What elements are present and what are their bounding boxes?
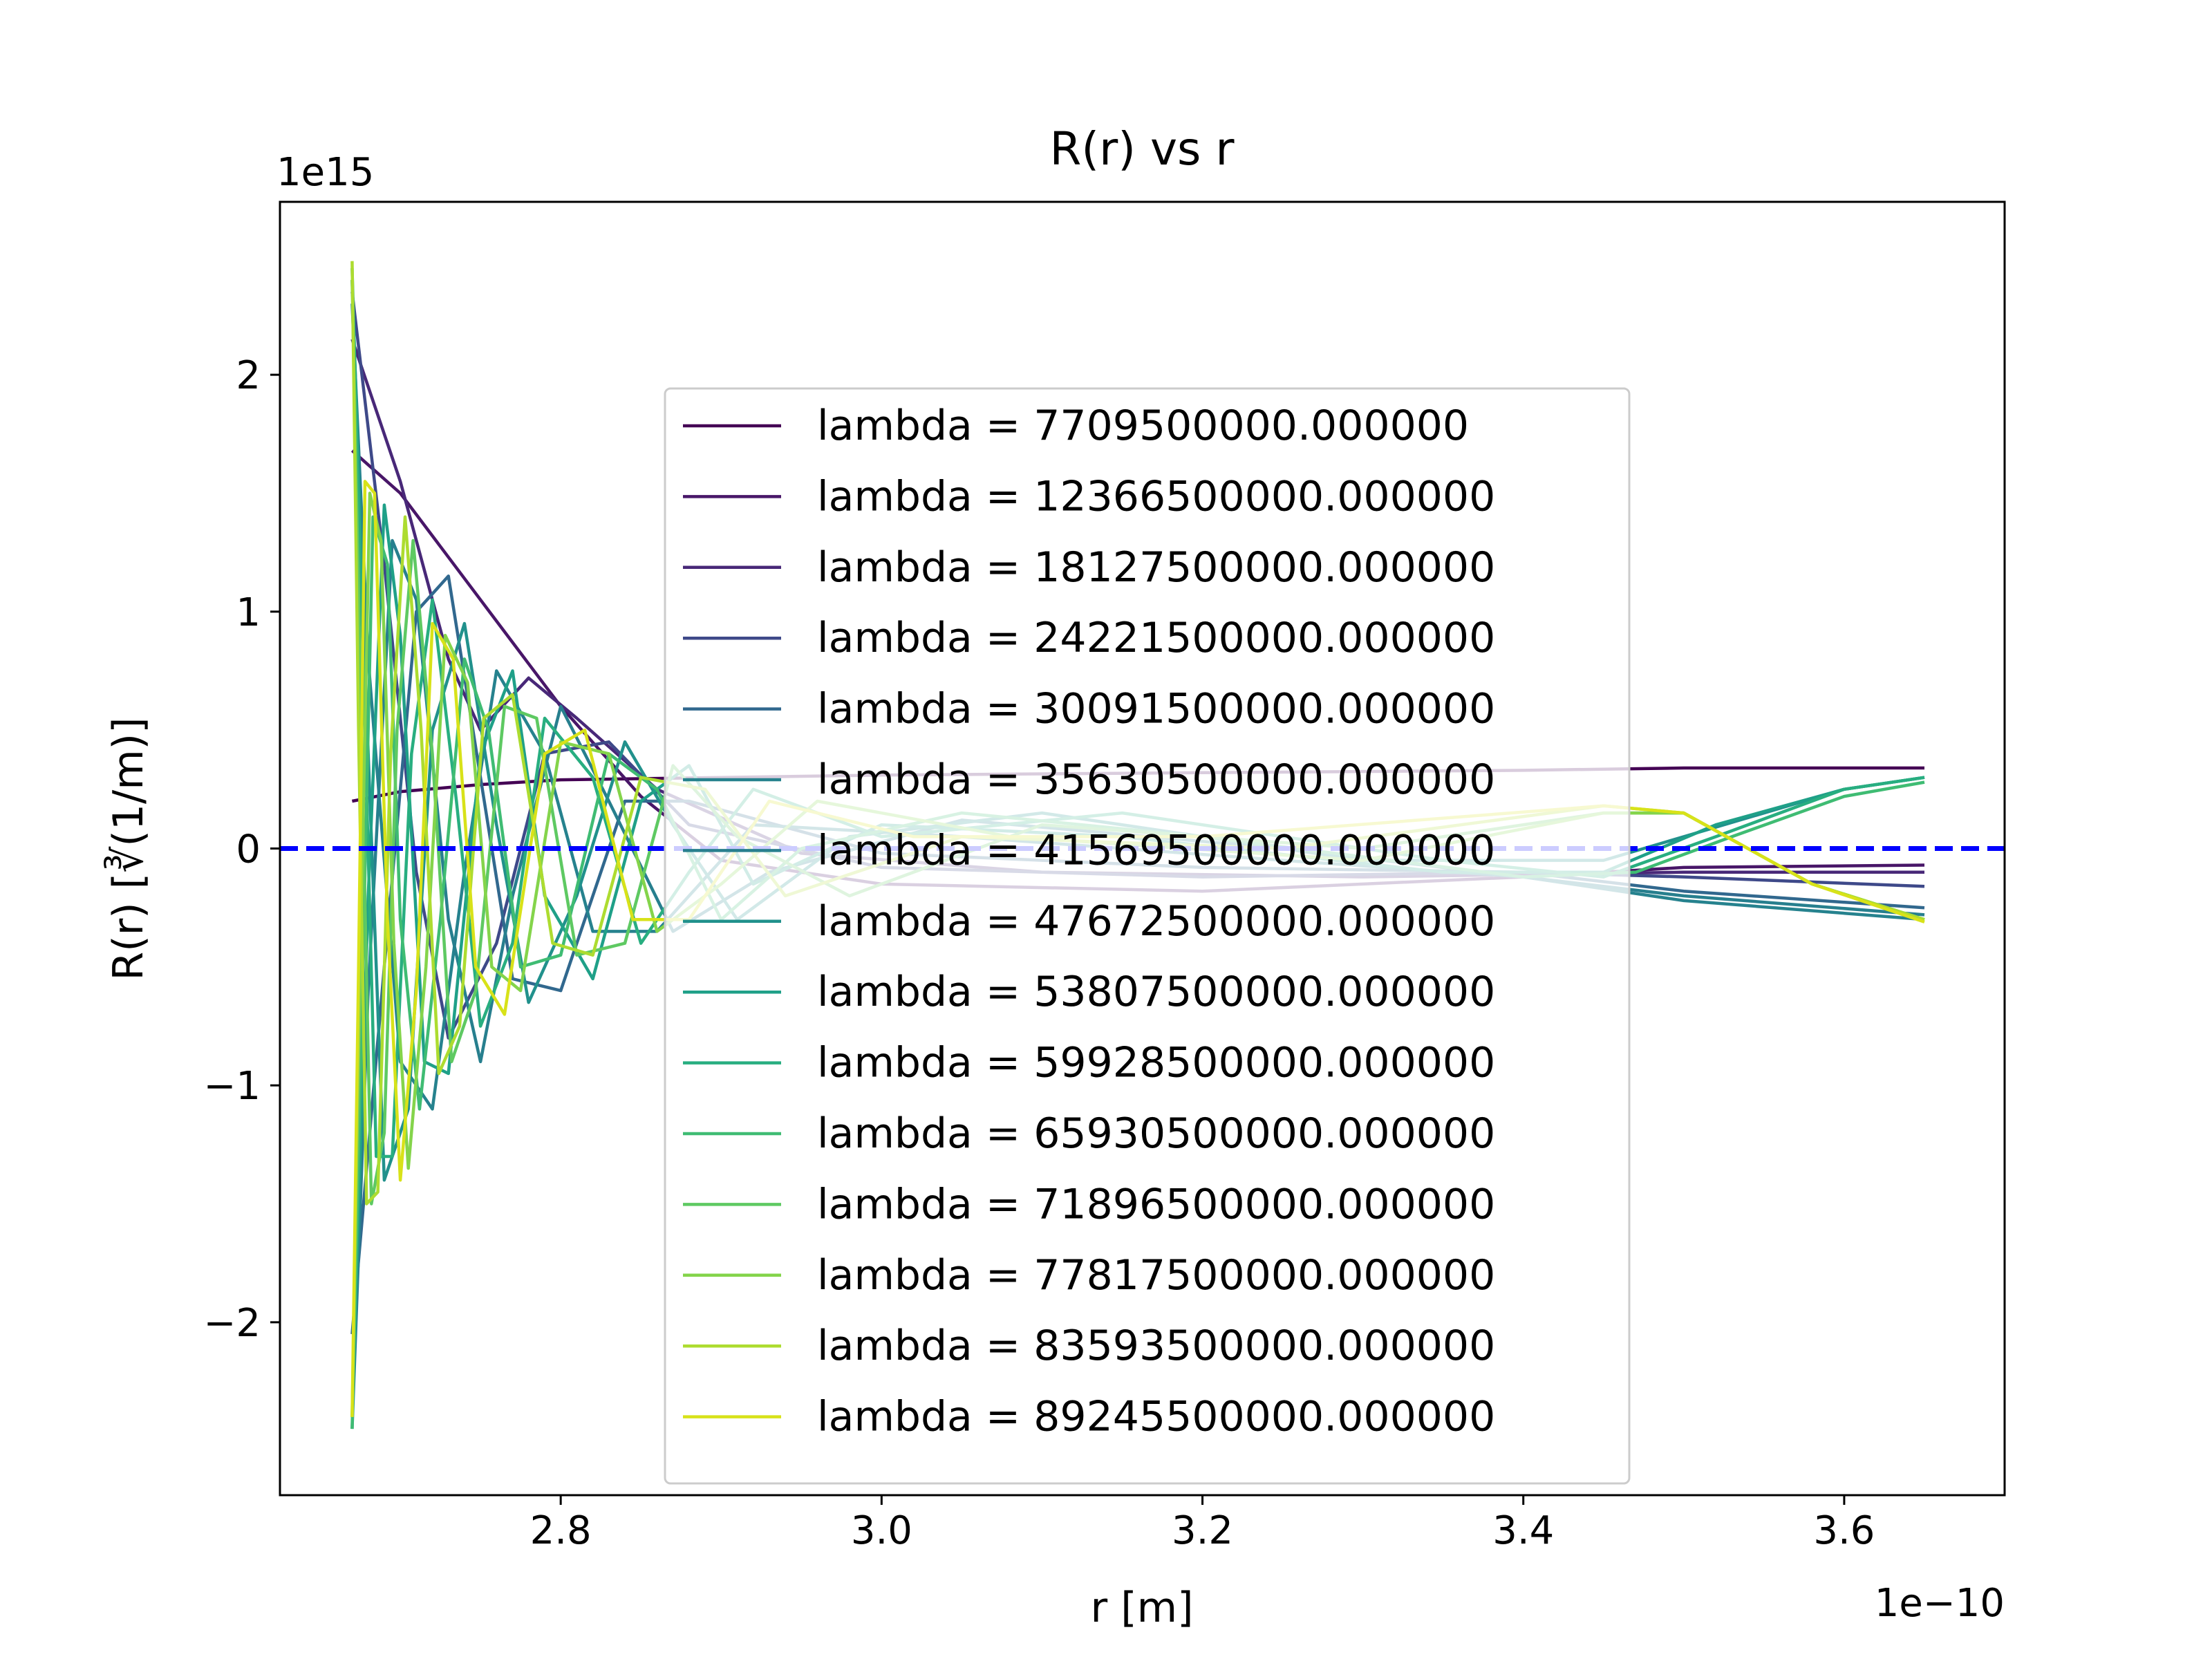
legend-entry-label: lambda = 77817500000.000000 xyxy=(817,1251,1495,1300)
legend-entry-label: lambda = 12366500000.000000 xyxy=(817,472,1495,521)
legend-entry-label: lambda = 7709500000.000000 xyxy=(817,402,1469,450)
x-tick-label: 2.8 xyxy=(530,1508,592,1553)
chart-title: R(r) vs r xyxy=(1049,122,1235,176)
y-tick-label: 2 xyxy=(236,353,261,398)
y-tick-label: 1 xyxy=(236,590,261,635)
x-axis-label: r [m] xyxy=(1090,1584,1193,1632)
y-axis-offset-text: 1e15 xyxy=(276,150,374,195)
legend-entry-label: lambda = 30091500000.000000 xyxy=(817,685,1495,733)
x-tick-label: 3.0 xyxy=(851,1508,912,1553)
legend-entry-label: lambda = 65930500000.000000 xyxy=(817,1109,1495,1158)
legend: lambda = 7709500000.000000 lambda = 12366… xyxy=(664,387,1631,1485)
y-tick-label: −2 xyxy=(203,1301,261,1346)
y-tick-label: 0 xyxy=(236,827,261,872)
legend-entry-label: lambda = 24221500000.000000 xyxy=(817,614,1495,662)
legend-entry-label: lambda = 47672500000.000000 xyxy=(817,897,1495,946)
x-axis-offset-text: 1e−10 xyxy=(1875,1581,2005,1626)
axes: 2.8 3.0 3.2 3.4 3.6 −2 −1 0 1 2 xyxy=(203,200,2006,1553)
y-axis-label: R(r) [∛(1/m)] xyxy=(104,718,153,981)
y-tick-label: −1 xyxy=(203,1064,261,1109)
legend-box xyxy=(664,387,1631,1485)
legend-entry-label: lambda = 71896500000.000000 xyxy=(817,1180,1495,1228)
x-tick-label: 3.4 xyxy=(1492,1508,1554,1553)
legend-entry-label: lambda = 59928500000.000000 xyxy=(817,1039,1495,1087)
x-tick-label: 3.2 xyxy=(1172,1508,1233,1553)
legend-entry-label: lambda = 35630500000.000000 xyxy=(817,756,1495,804)
legend-entry-label: lambda = 89245500000.000000 xyxy=(817,1393,1495,1441)
legend-entry-label: lambda = 53807500000.000000 xyxy=(817,968,1495,1016)
legend-entry-label: lambda = 83593500000.000000 xyxy=(817,1322,1495,1370)
legend-entry-label: lambda = 18127500000.000000 xyxy=(817,543,1495,592)
legend-entry-label: lambda = 41569500000.000000 xyxy=(817,826,1495,874)
x-tick-label: 3.6 xyxy=(1813,1508,1875,1553)
